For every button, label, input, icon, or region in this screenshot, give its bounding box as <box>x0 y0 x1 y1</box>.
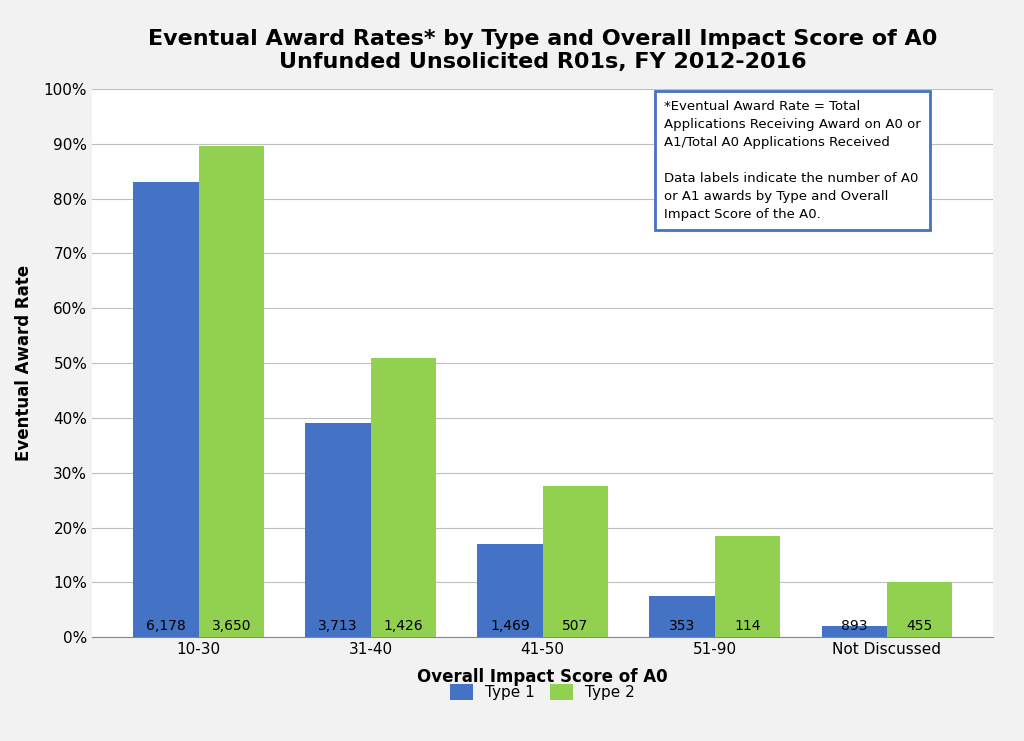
Bar <box>477 544 543 637</box>
Text: *Eventual Award Rate = Total
Applications Receiving Award on A0 or
A1/Total A0 A: *Eventual Award Rate = Total Application… <box>665 100 922 221</box>
Text: 6,178: 6,178 <box>146 619 185 633</box>
Text: 3,650: 3,650 <box>212 619 251 633</box>
Bar <box>371 358 436 637</box>
Bar <box>543 486 608 637</box>
Text: 1,426: 1,426 <box>384 619 423 633</box>
Legend: Type 1, Type 2: Type 1, Type 2 <box>444 678 641 706</box>
Text: 353: 353 <box>669 619 695 633</box>
Y-axis label: Eventual Award Rate: Eventual Award Rate <box>14 265 33 461</box>
Text: 455: 455 <box>906 619 933 633</box>
Text: 1,469: 1,469 <box>490 619 529 633</box>
Bar <box>715 536 780 637</box>
Text: 893: 893 <box>841 619 867 633</box>
Text: 507: 507 <box>562 619 589 633</box>
Bar <box>199 147 264 637</box>
Text: 114: 114 <box>734 619 761 633</box>
Text: 3,713: 3,713 <box>318 619 357 633</box>
Bar <box>133 182 199 637</box>
Bar <box>887 582 952 637</box>
Title: Eventual Award Rates* by Type and Overall Impact Score of A0
Unfunded Unsolicite: Eventual Award Rates* by Type and Overal… <box>148 29 937 72</box>
X-axis label: Overall Impact Score of A0: Overall Impact Score of A0 <box>418 668 668 686</box>
Bar <box>821 626 887 637</box>
Bar <box>649 596 715 637</box>
Bar <box>305 423 371 637</box>
